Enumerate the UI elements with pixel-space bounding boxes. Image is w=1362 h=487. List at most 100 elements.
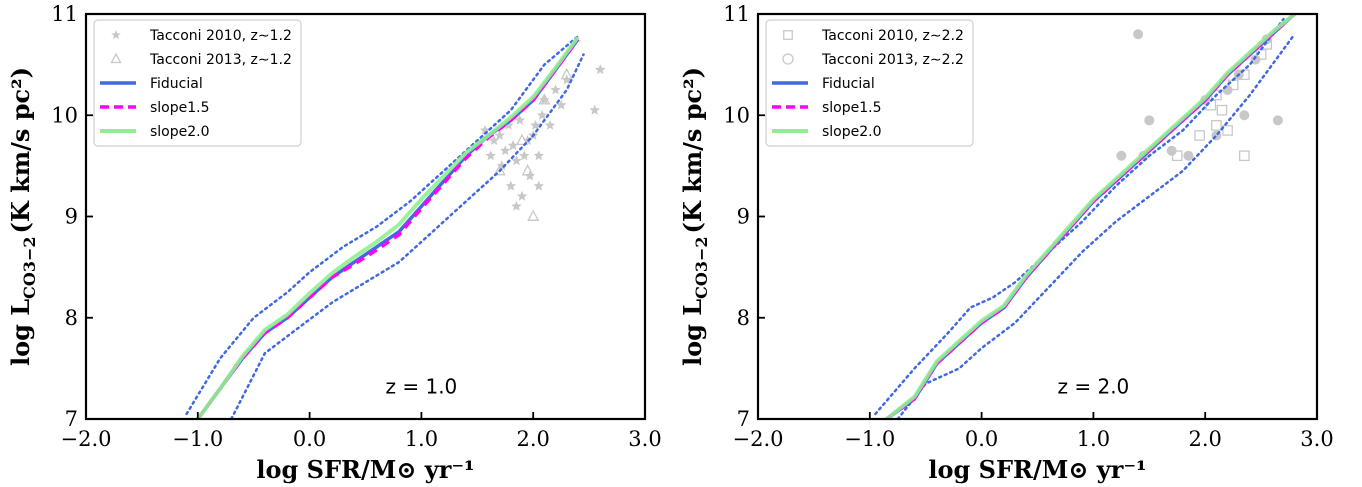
legend-label: Tacconi 2010, z∼1.2 xyxy=(149,28,292,44)
y-tick-label: 8 xyxy=(737,306,750,330)
x-axis-label: log SFR/M⊙ yr⁻¹ xyxy=(928,455,1146,484)
scatter-point xyxy=(507,140,519,151)
legend-marker xyxy=(783,30,793,40)
scatter-point xyxy=(1222,125,1233,136)
scatter-point xyxy=(1239,150,1250,162)
x-tick-label: −1.0 xyxy=(172,427,223,451)
panel-left: −2.0 −1.0 0.0 1.0 2.0 3.0 7 8 9 10 11 log SFR/M⊙ yr… xyxy=(6,2,662,484)
scatter-point xyxy=(519,150,530,161)
legend-marker xyxy=(111,30,121,39)
legend-label: Fiducial xyxy=(822,76,875,92)
legend: Tacconi 2010, z∼2.2 Tacconi 2013, z∼2.2 Fi… xyxy=(765,19,974,147)
band-lower xyxy=(230,53,585,419)
scatter-point xyxy=(521,164,534,176)
scatter-point xyxy=(1216,104,1228,116)
y-axis-label-unit: (K km/s pc²) xyxy=(6,67,35,234)
legend-box xyxy=(93,19,302,147)
scatter-point xyxy=(514,114,525,125)
y-tick-label: 11 xyxy=(51,2,78,26)
redshift-annotation: z = 1.0 xyxy=(386,375,458,399)
scatter-point xyxy=(511,155,522,166)
y-axis-label: log LCO3−2 (K km/s pc²) xyxy=(678,67,711,366)
legend-label: slope1.5 xyxy=(822,100,882,116)
scatter-point xyxy=(505,180,517,191)
y-axis-label: log LCO3−2 (K km/s pc²) xyxy=(6,67,39,366)
legend-label: slope2.0 xyxy=(822,124,882,140)
series-slope1.5 xyxy=(196,38,580,419)
scatter-point xyxy=(500,145,511,156)
series-slope2.0 xyxy=(885,14,1296,419)
scatter-point xyxy=(488,135,500,145)
plot-area xyxy=(874,14,1296,419)
x-tick-label: −2.0 xyxy=(61,427,112,451)
scatter-point xyxy=(1116,150,1127,161)
legend-label: Tacconi 2013, z∼2.2 xyxy=(821,52,964,68)
y-axis-label-main: log L xyxy=(678,299,707,366)
scatter-point xyxy=(555,99,567,110)
scatter-point xyxy=(533,180,544,191)
redshift-annotation: z = 2.0 xyxy=(1058,375,1130,399)
scatter-point xyxy=(538,93,551,105)
scatter-point xyxy=(1144,115,1155,126)
scatter-point xyxy=(560,67,573,80)
scatter-point xyxy=(511,200,522,211)
legend-label: Fiducial xyxy=(150,76,203,92)
y-tick-label: 9 xyxy=(65,205,78,229)
scatter-point xyxy=(503,119,514,130)
scatter-point xyxy=(1183,150,1194,161)
legend-label: slope2.0 xyxy=(150,124,210,140)
scatter-point xyxy=(533,150,544,161)
scatter-point xyxy=(516,190,528,201)
y-tick-label: 11 xyxy=(723,2,750,26)
legend-label: slope1.5 xyxy=(150,100,210,116)
scatter-point xyxy=(1272,115,1283,126)
x-tick-label: 2.0 xyxy=(516,427,549,451)
x-axis-label: log SFR/M⊙ yr⁻¹ xyxy=(256,455,474,484)
series-slope2.0 xyxy=(196,36,580,419)
y-axis-label-sub: CO3−2 xyxy=(692,237,711,299)
scatter-point xyxy=(539,94,550,105)
plot-area xyxy=(185,35,606,419)
scatter-point xyxy=(516,133,529,146)
y-tick-label: 8 xyxy=(65,306,78,330)
scatter-point xyxy=(493,164,506,176)
y-axis-label-sub: CO3−2 xyxy=(20,237,39,299)
scatter-point xyxy=(1166,145,1177,156)
scatter-series-1 xyxy=(493,67,573,221)
y-tick-label: 7 xyxy=(65,407,78,431)
y-tick-label: 10 xyxy=(51,103,78,127)
y-axis-label-unit: (K km/s pc²) xyxy=(678,67,707,234)
scatter-point xyxy=(496,160,508,171)
band-lower xyxy=(896,32,1296,419)
scatter-point xyxy=(1171,150,1183,162)
legend-marker xyxy=(110,52,122,64)
scatter-point xyxy=(1239,110,1250,121)
scatter-point xyxy=(550,84,561,95)
x-tick-label: 0.0 xyxy=(293,427,326,451)
scatter-point xyxy=(1194,130,1205,141)
x-tick-label: −2.0 xyxy=(733,427,784,451)
x-tick-label: 2.0 xyxy=(1188,427,1221,451)
legend-label: Tacconi 2010, z∼2.2 xyxy=(821,28,964,44)
legend-label: Tacconi 2013, z∼1.2 xyxy=(149,52,292,68)
x-tick-label: 0.0 xyxy=(965,427,998,451)
scatter-point xyxy=(1133,29,1144,40)
x-tick-label: 3.0 xyxy=(628,427,661,451)
y-tick-label: 7 xyxy=(737,407,750,431)
scatter-point xyxy=(536,109,548,120)
band-upper xyxy=(185,35,580,416)
scatter-point xyxy=(1211,120,1222,131)
x-tick-label: 1.0 xyxy=(1077,427,1110,451)
x-tick-label: 3.0 xyxy=(1300,427,1333,451)
scatter-point xyxy=(589,104,600,115)
legend: Tacconi 2010, z∼1.2 Tacconi 2013, z∼1.2 Fi… xyxy=(93,19,302,147)
legend-box xyxy=(765,19,974,147)
scatter-point xyxy=(527,209,540,221)
panel-right: −2.0 −1.0 0.0 1.0 2.0 3.0 7 8 9 10 11 log SFR/M⊙ yr… xyxy=(678,2,1334,484)
scatter-point xyxy=(544,119,556,130)
y-tick-label: 10 xyxy=(723,103,750,127)
scatter-point xyxy=(530,119,541,130)
y-axis-label-main: log L xyxy=(6,299,35,366)
legend-marker xyxy=(782,53,794,65)
